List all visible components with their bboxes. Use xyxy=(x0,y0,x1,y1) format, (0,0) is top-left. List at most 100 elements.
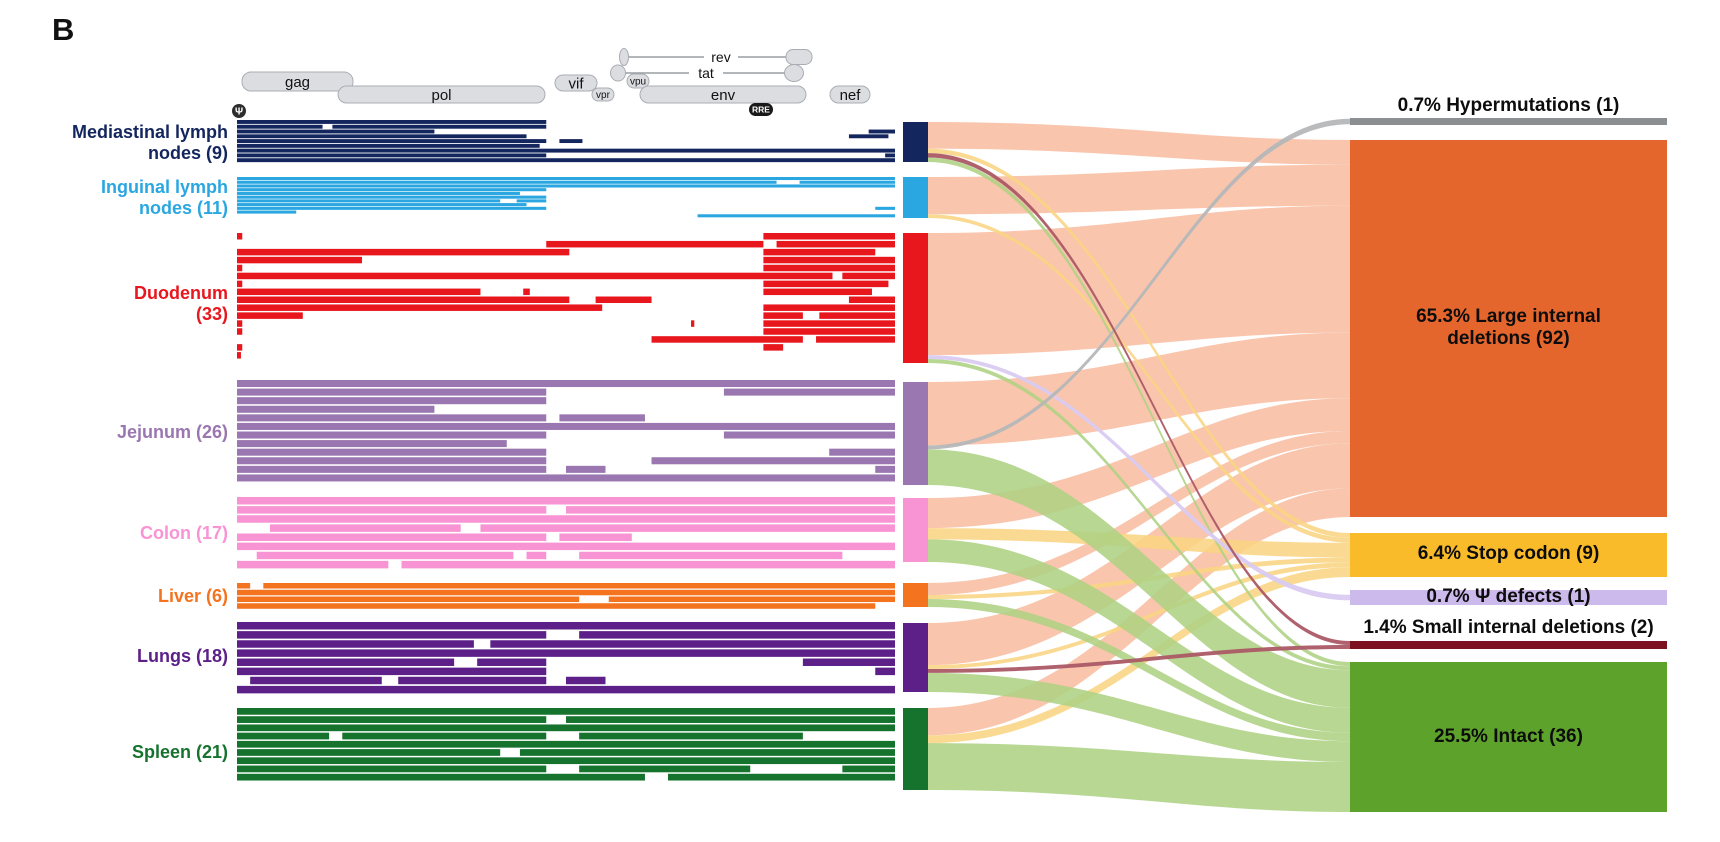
provirus-row-segment xyxy=(566,676,606,685)
provirus-row-segment xyxy=(342,732,547,740)
provirus-row-segment xyxy=(237,203,527,207)
provirus-row-segment xyxy=(237,732,330,740)
category-label-small: 1.4% Small internal deletions (2) xyxy=(1350,617,1667,639)
gene-box-env xyxy=(639,85,807,104)
provirus-row-segment xyxy=(237,757,895,765)
category-label-line: 65.3% Large internal xyxy=(1416,306,1601,327)
provirus-row-segment xyxy=(763,264,895,272)
provirus-row-segment xyxy=(480,524,895,532)
gene-pol: pol xyxy=(337,85,546,104)
provirus-row-segment xyxy=(237,631,547,639)
gene-vpr: vpr xyxy=(591,87,615,102)
tissue-block-liver xyxy=(237,583,895,609)
provirus-row-segment xyxy=(237,497,895,505)
gene-vif: vif xyxy=(554,74,598,92)
provirus-row-segment xyxy=(237,296,570,304)
provirus-row-segment xyxy=(256,551,514,560)
provirus-row-segment xyxy=(237,560,389,569)
rna-track-label-rev: rev xyxy=(711,49,730,65)
rna-track-start-shape xyxy=(610,64,626,82)
provirus-row-segment xyxy=(237,288,481,296)
provirus-row-segment xyxy=(868,129,895,134)
sankey-source-node-jejunum xyxy=(903,382,928,485)
provirus-row-segment xyxy=(526,551,547,560)
category-label-psi: 0.7% Ψ defects (1) xyxy=(1350,586,1667,608)
gene-gag: gag xyxy=(241,71,354,92)
category-label-line: 25.5% Intact (36) xyxy=(1434,726,1583,747)
provirus-row-segment xyxy=(237,304,603,311)
provirus-row-segment xyxy=(237,210,297,214)
provirus-row-segment xyxy=(829,448,895,456)
gene-label-vpu: vpu xyxy=(630,77,646,88)
provirus-row-segment xyxy=(763,344,784,351)
sankey-source-node-lungs xyxy=(903,623,928,692)
sankey-flow-lungs-small xyxy=(928,645,1350,673)
provirus-row-segment xyxy=(237,596,580,603)
provirus-row-segment xyxy=(237,422,895,430)
category-label-line: 6.4% Stop codon (9) xyxy=(1417,543,1600,564)
provirus-row-segment xyxy=(237,640,474,648)
sankey-flow-spleen-intact xyxy=(928,743,1350,812)
tissue-label-line: Colon (17) xyxy=(140,523,228,543)
provirus-row-segment xyxy=(237,177,895,181)
tissue-label-line: Mediastinal lymph xyxy=(71,122,228,142)
tissue-label-line: Spleen (21) xyxy=(131,742,228,762)
provirus-row-segment xyxy=(237,124,323,129)
provirus-row-segment xyxy=(237,139,547,144)
gene-label-vif: vif xyxy=(569,75,585,92)
provirus-row-segment xyxy=(237,195,547,199)
gene-vpu: vpu xyxy=(626,73,650,89)
sankey-flow-jejunum-intact xyxy=(928,449,1350,708)
provirus-row-segment xyxy=(237,352,241,359)
provirus-row-segment xyxy=(237,765,547,773)
provirus-row-segment xyxy=(237,188,547,192)
provirus-row-segment xyxy=(237,667,547,676)
provirus-row-segment xyxy=(237,312,303,319)
provirus-row-segment xyxy=(237,515,895,523)
provirus-row-segment xyxy=(237,233,243,240)
tissue-label-mediastinal: Mediastinal lymph nodes (9) xyxy=(0,122,228,164)
gene-box-gag xyxy=(241,71,354,92)
marker-psi: Ψ xyxy=(232,104,246,118)
provirus-row-segment xyxy=(237,583,251,589)
tissue-label-colon: Colon (17) xyxy=(0,523,228,544)
provirus-row-segment xyxy=(477,658,547,666)
provirus-row-segment xyxy=(237,749,501,756)
tissue-label-duodenum: Duodenum (33) xyxy=(0,283,228,325)
provirus-row-segment xyxy=(237,148,895,153)
rna-track-rev: rev xyxy=(619,48,813,66)
provirus-row-segment xyxy=(237,414,547,422)
provirus-row-segment xyxy=(875,667,895,676)
provirus-row-segment xyxy=(237,320,243,327)
provirus-row-segment xyxy=(691,320,695,327)
provirus-row-segment xyxy=(490,640,895,648)
category-label-line: 0.7% Ψ defects (1) xyxy=(1426,586,1591,607)
panel-label: B xyxy=(52,12,75,47)
rna-track-label-backing xyxy=(689,65,723,81)
category-label-intact: 25.5% Intact (36) xyxy=(1350,726,1667,748)
gene-label-pol: pol xyxy=(431,87,451,104)
provirus-row-segment xyxy=(237,264,243,272)
provirus-row-segment xyxy=(237,773,645,781)
provirus-row-segment xyxy=(763,304,895,311)
sankey-flows xyxy=(928,118,1350,812)
category-node-intact xyxy=(1350,662,1667,812)
tissue-block-lungs xyxy=(237,622,895,694)
provirus-row-segment xyxy=(237,542,895,551)
provirus-row-segment xyxy=(559,139,583,144)
provirus-row-segment xyxy=(237,716,547,723)
provirus-row-segment xyxy=(875,206,895,210)
provirus-row-segment xyxy=(885,153,895,158)
provirus-row-segment xyxy=(237,431,547,439)
provirus-row-segment xyxy=(237,248,570,256)
provirus-row-segment xyxy=(819,312,895,319)
provirus-row-segment xyxy=(237,533,547,541)
rna-track-label-backing xyxy=(704,49,738,65)
tissue-block-colon xyxy=(237,497,895,569)
psi-badge xyxy=(232,104,246,118)
provirus-row-segment xyxy=(523,288,530,296)
sankey-flow-colon-intact xyxy=(928,539,1350,733)
provirus-row-segment xyxy=(802,658,895,666)
